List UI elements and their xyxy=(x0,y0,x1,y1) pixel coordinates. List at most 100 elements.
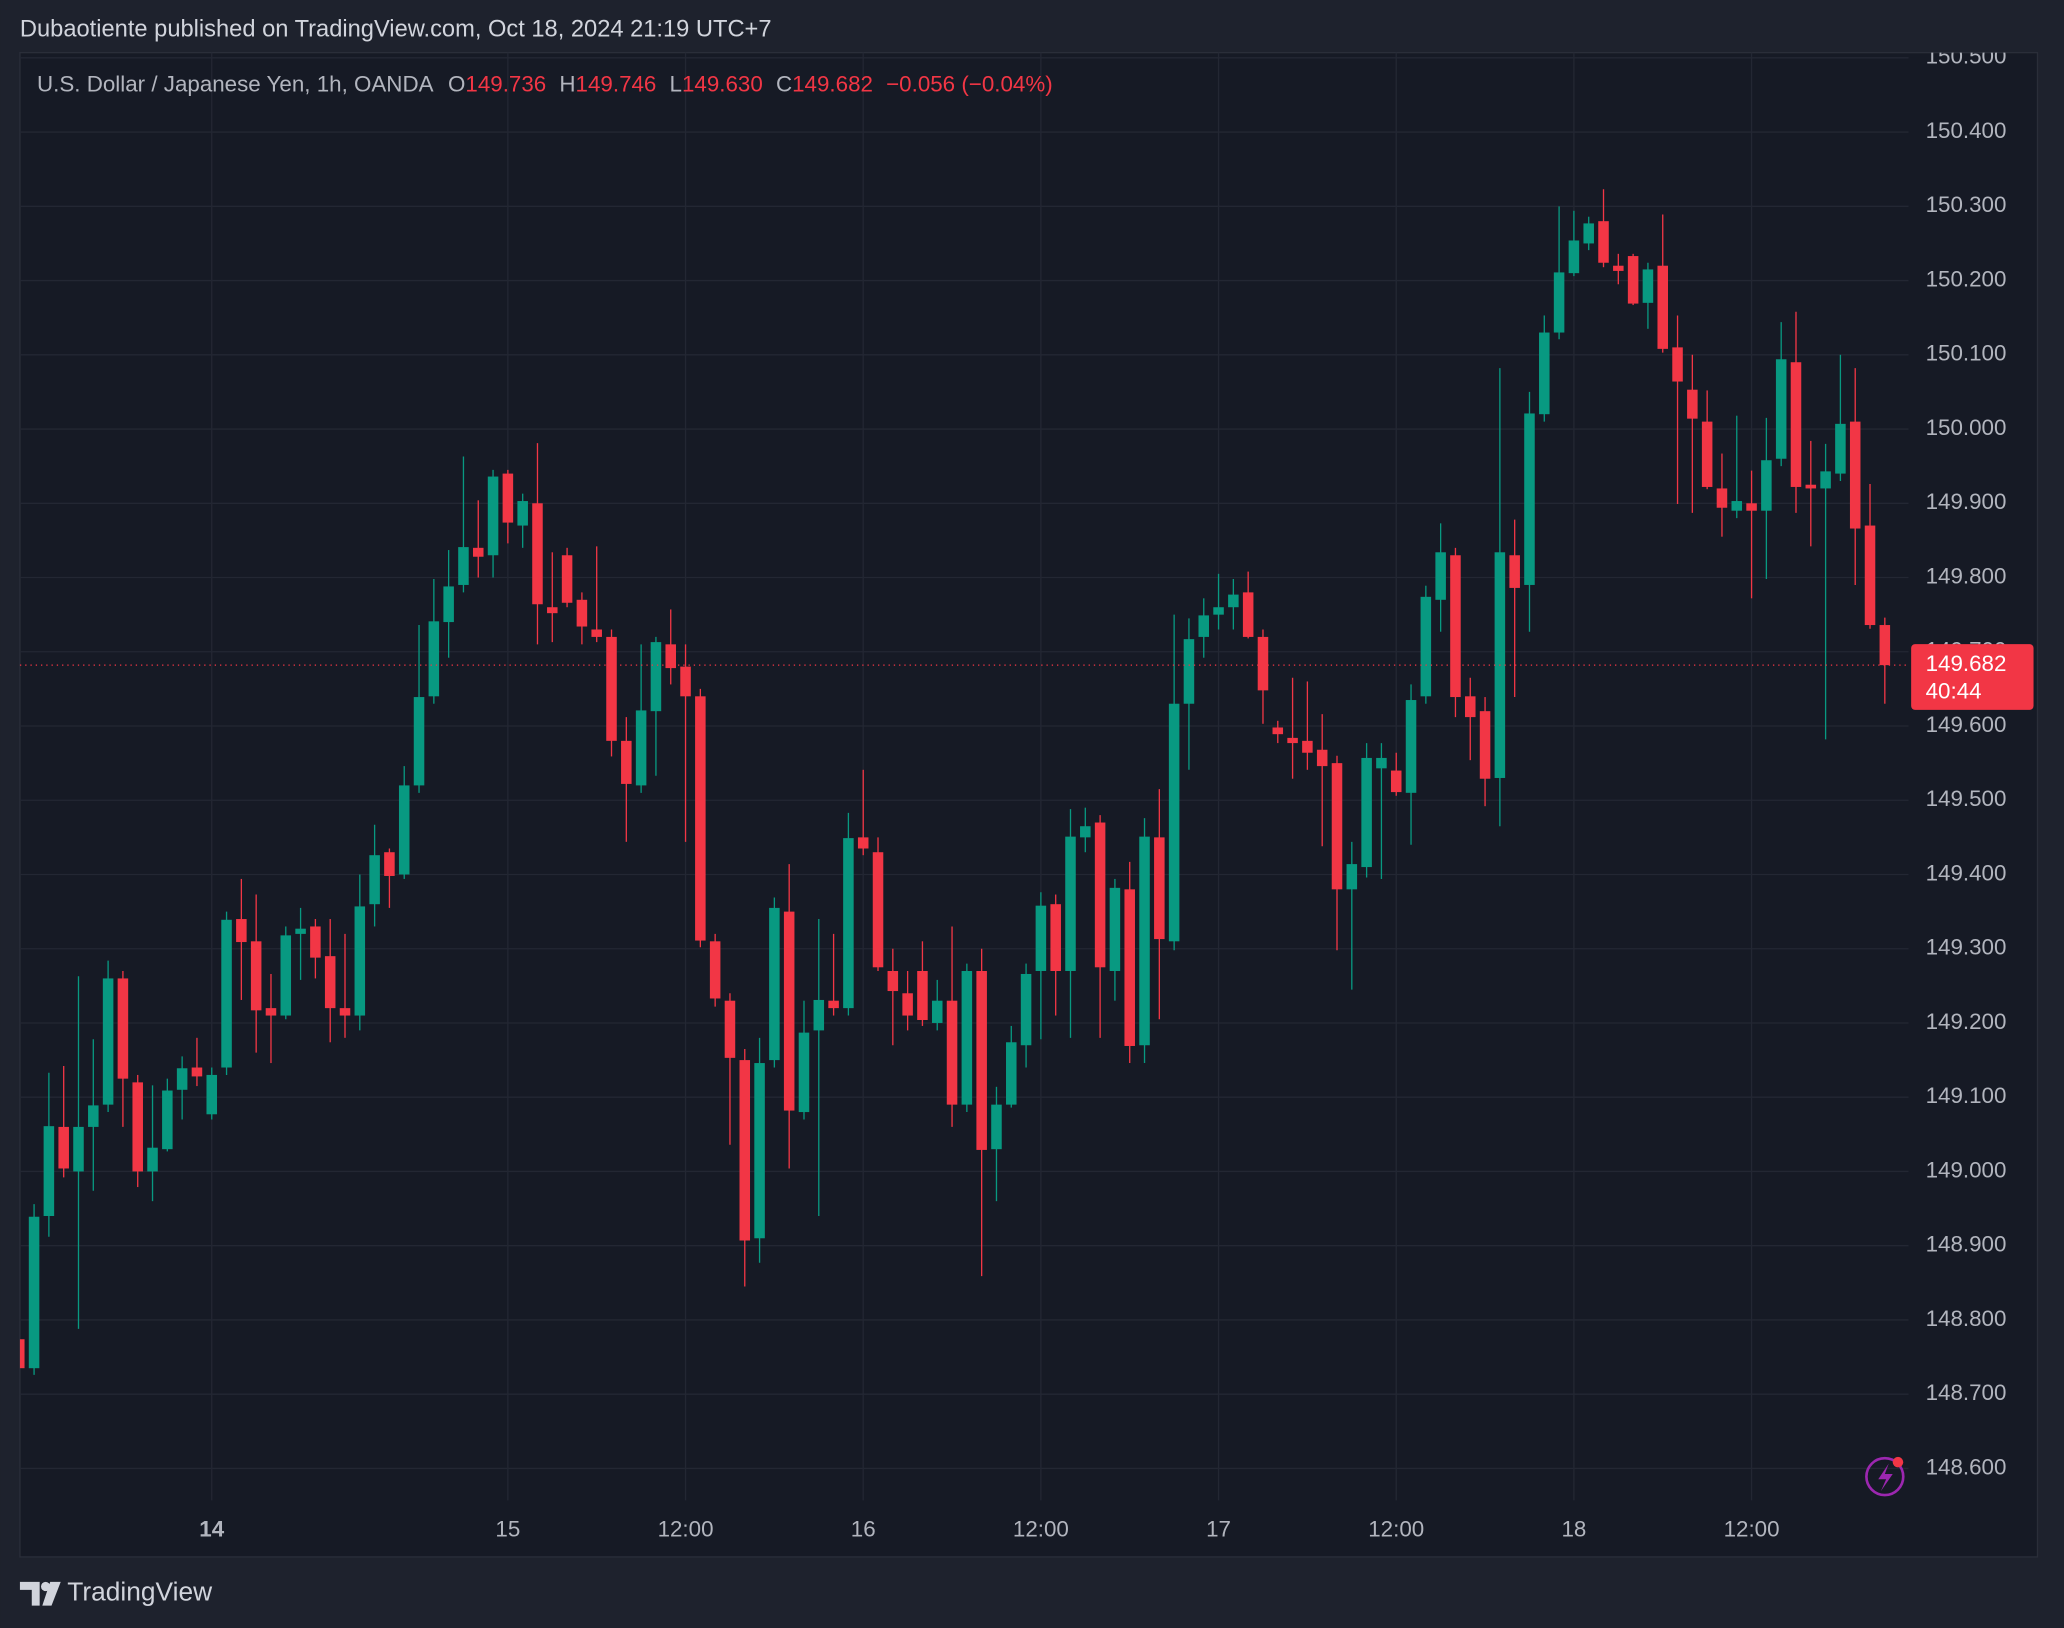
candle-body xyxy=(132,1082,143,1172)
candle-body xyxy=(339,1008,351,1016)
candle-body xyxy=(1820,471,1831,489)
candle-body xyxy=(665,644,676,669)
footer-brand: TradingView xyxy=(67,1577,213,1607)
candle-body xyxy=(680,666,691,697)
candle-body xyxy=(502,473,514,523)
candle-body xyxy=(1168,703,1180,942)
candle-body xyxy=(280,935,292,1016)
y-tick-label: 150.000 xyxy=(1926,415,2007,440)
candle-body xyxy=(176,1068,188,1090)
candle-body xyxy=(887,971,899,992)
candle-body xyxy=(1080,826,1091,838)
candle-body xyxy=(310,926,321,958)
y-tick-label: 149.600 xyxy=(1926,712,2007,737)
candle-body xyxy=(102,978,114,1105)
candle-body xyxy=(739,1060,751,1241)
candle-body xyxy=(902,993,913,1016)
candle-body xyxy=(1716,488,1728,508)
candle-body xyxy=(576,599,588,627)
candle-body xyxy=(354,906,366,1016)
y-tick-label: 149.200 xyxy=(1926,1009,2007,1034)
candle-body xyxy=(561,555,573,603)
y-tick-label: 150.200 xyxy=(1926,266,2007,291)
candle-body xyxy=(1568,240,1580,274)
candle-body xyxy=(1198,615,1210,637)
y-tick-label: 148.600 xyxy=(1926,1454,2007,1479)
x-tick-label: 12:00 xyxy=(1368,1517,1424,1542)
legend-text: 149.746 xyxy=(576,71,657,96)
candles xyxy=(19,189,1891,1375)
candle-body xyxy=(783,911,795,1111)
candle-body xyxy=(650,642,662,712)
tradingview-logo[interactable]: TradingView xyxy=(19,1577,213,1607)
last-price-box xyxy=(1911,644,2034,710)
y-tick-label: 150.100 xyxy=(1926,341,2007,366)
candle-body xyxy=(532,503,543,605)
publish-header: Dubaotiente published on TradingView.com… xyxy=(20,17,772,43)
candle-body xyxy=(976,971,987,1150)
candle-body xyxy=(547,607,558,614)
alert-icon[interactable] xyxy=(1865,1456,1905,1497)
countdown-label: 40:44 xyxy=(1926,679,1982,704)
x-tick-label: 12:00 xyxy=(1013,1517,1069,1542)
price-axis: 148.600 148.700 148.800 148.900 149.000 149.1… xyxy=(1926,53,2007,1480)
candle-body xyxy=(1257,636,1269,691)
candle-body xyxy=(1094,822,1106,968)
x-tick-label: 14 xyxy=(199,1517,224,1542)
candle-body xyxy=(1598,221,1609,263)
time-axis: 14 15 12:00 16 12:00 17 12:00 18 12:00 xyxy=(199,1517,1779,1542)
candle-body xyxy=(1154,837,1165,940)
candle-body xyxy=(872,852,884,968)
candle-body xyxy=(1139,836,1150,1046)
candle-body xyxy=(1553,272,1565,333)
candle-body xyxy=(1020,973,1032,1046)
candle-body xyxy=(1242,592,1254,637)
candle-body xyxy=(1657,265,1668,349)
candle-body xyxy=(591,629,602,637)
candle-body xyxy=(1124,889,1135,1046)
candle-body xyxy=(1035,905,1047,972)
candle-body xyxy=(398,785,410,875)
candle-body xyxy=(961,971,973,1105)
candle-body xyxy=(917,971,928,1021)
legend-text: 149.682 xyxy=(792,71,873,96)
candle-body xyxy=(1065,836,1076,972)
candle-body xyxy=(709,941,721,999)
y-tick-label: 150.400 xyxy=(1926,118,2007,143)
y-tick-label: 149.400 xyxy=(1926,860,2007,885)
y-tick-label: 149.500 xyxy=(1926,786,2007,811)
candle-body xyxy=(1805,484,1817,489)
candle-body xyxy=(517,501,528,526)
candle-body xyxy=(1213,607,1224,615)
x-tick-label: 12:00 xyxy=(1724,1517,1780,1542)
candle-body xyxy=(73,1126,84,1172)
candle-body xyxy=(43,1126,55,1216)
candle-body xyxy=(1183,639,1195,704)
candle-body xyxy=(1509,555,1520,588)
candle-body xyxy=(1050,904,1061,972)
candle-body xyxy=(724,1000,736,1058)
x-tick-label: 12:00 xyxy=(658,1517,714,1542)
candle-body xyxy=(428,621,440,697)
candle-body xyxy=(754,1063,765,1239)
y-tick-label: 149.800 xyxy=(1926,563,2007,588)
candle-body xyxy=(1672,347,1683,382)
candle-body xyxy=(1316,749,1328,767)
candle-body xyxy=(1346,864,1358,890)
candle-body xyxy=(443,586,454,623)
candle-body xyxy=(1746,503,1757,511)
y-tick-label: 149.900 xyxy=(1926,489,2007,514)
candle-body xyxy=(1849,421,1861,529)
candle-body xyxy=(147,1147,158,1172)
candle-body xyxy=(1701,421,1713,487)
candle-body xyxy=(1479,711,1491,779)
last-price-label: 149.682 xyxy=(1926,651,2007,676)
candle-body xyxy=(1583,223,1594,244)
candle-body xyxy=(1450,555,1461,698)
candle-body xyxy=(221,919,232,1068)
candle-body xyxy=(19,1339,25,1369)
legend-text: U.S. Dollar / Japanese Yen, 1h, OANDA xyxy=(37,71,434,96)
y-tick-label: 148.700 xyxy=(1926,1380,2007,1405)
